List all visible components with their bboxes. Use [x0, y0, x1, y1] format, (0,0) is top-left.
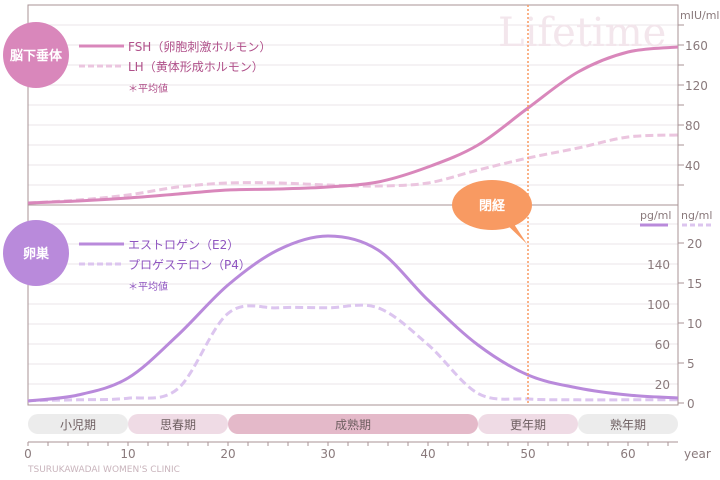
- estrogen-line: [27, 234, 679, 403]
- y-left-tick-label: 140: [647, 258, 670, 272]
- y-right-tick-label: 10: [687, 317, 702, 331]
- phase-band: [578, 414, 678, 434]
- phase-label: 小児期: [60, 418, 96, 432]
- y-tick-label: 120: [685, 79, 708, 93]
- pg-unit: pg/ml: [640, 209, 671, 222]
- x-tick-label: 50: [520, 447, 535, 461]
- y-tick-label: 160: [685, 39, 708, 53]
- ng-unit: ng/ml: [681, 209, 712, 222]
- watermark: Lifetime: [498, 10, 666, 56]
- x-tick-label: 0: [24, 447, 32, 461]
- x-axis-unit: year: [684, 447, 711, 461]
- phase-label: 成熟期: [335, 417, 371, 432]
- fsh-line: [27, 45, 679, 205]
- legend-label: プロゲステロン（P4）: [128, 258, 251, 272]
- x-tick-label: 10: [120, 447, 135, 461]
- y-left-tick-label: 60: [655, 338, 670, 352]
- phase-band: [228, 414, 478, 434]
- legend-label: エストロゲン（E2）: [128, 238, 239, 252]
- y-right-tick-label: 20: [687, 237, 702, 251]
- y-left-tick-label: 20: [655, 378, 670, 392]
- x-tick-label: 20: [220, 447, 235, 461]
- x-tick-label: 30: [320, 447, 335, 461]
- phase-label: 熟年期: [610, 417, 646, 432]
- y-tick-label: 80: [685, 119, 700, 133]
- legend-label: FSH（卵胞刺激ホルモン）: [128, 40, 271, 54]
- progesterone-line: [27, 303, 678, 403]
- group-badge: [3, 22, 69, 88]
- phase-band: [28, 414, 128, 434]
- y-right-tick-label: 15: [687, 277, 702, 291]
- y-tick-label: 40: [685, 159, 700, 173]
- clinic-name: TSURUKAWADAI WOMEN'S CLINIC: [27, 465, 180, 475]
- average-note: ＊平均値: [128, 82, 168, 95]
- x-tick-label: 60: [620, 447, 635, 461]
- y-right-tick-label: 0: [687, 397, 695, 411]
- phase-label: 更年期: [510, 418, 546, 432]
- menopause-label: 閉経: [479, 198, 506, 214]
- y-right-tick-label: 5: [687, 357, 695, 371]
- group-badge: [3, 220, 69, 286]
- y-axis-unit: mIU/ml: [680, 9, 720, 22]
- phase-band: [128, 414, 228, 434]
- legend-label: LH（黄体形成ホルモン）: [128, 60, 264, 74]
- x-tick-label: 40: [420, 447, 435, 461]
- group-badge-label: 脳下垂体: [10, 48, 63, 64]
- y-left-tick-label: 100: [647, 298, 670, 312]
- group-badge-label: 卵巣: [23, 246, 50, 262]
- average-note: ＊平均値: [128, 280, 168, 293]
- phase-band: [478, 414, 578, 434]
- phase-label: 思春期: [160, 418, 196, 432]
- menopause-bubble: [452, 180, 532, 230]
